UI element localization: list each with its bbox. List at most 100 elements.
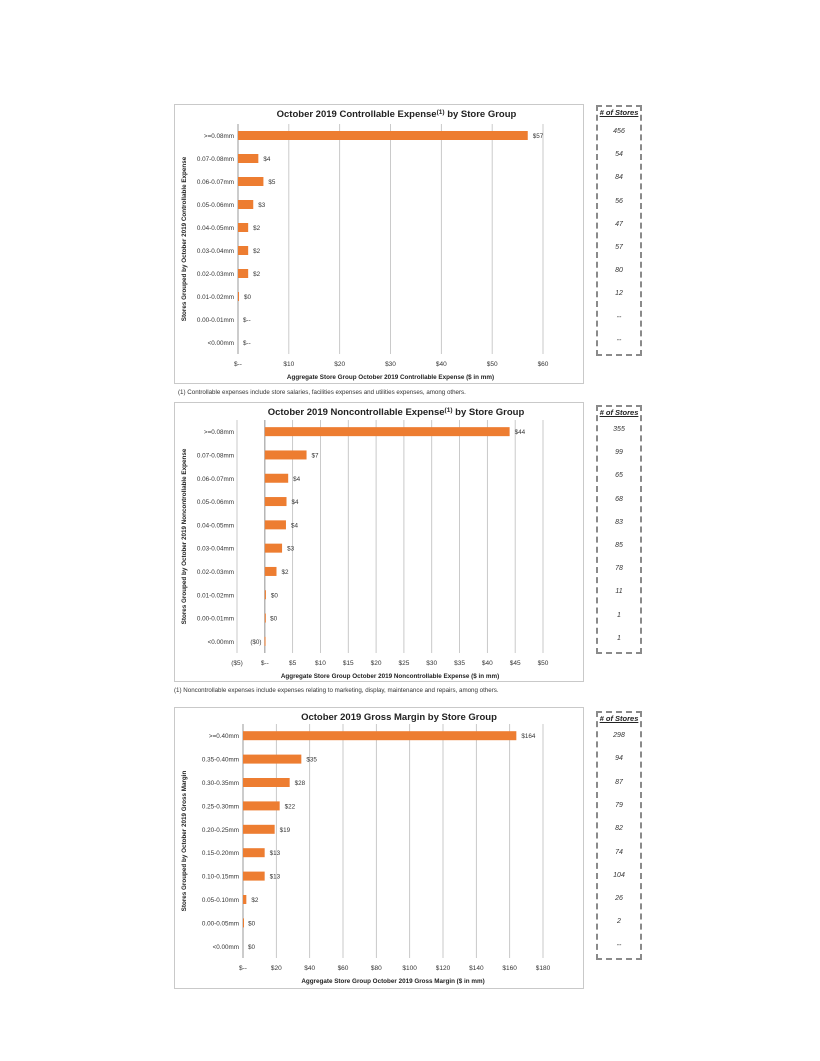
bar: [238, 246, 249, 255]
store-count: 99: [615, 449, 623, 457]
x-tick-label: $160: [502, 965, 517, 972]
category-label: 0.15-0.20mm: [202, 850, 239, 857]
store-count: 84: [615, 174, 623, 182]
category-label: 0.06-0.07mm: [197, 476, 234, 483]
x-tick-label: $--: [261, 660, 269, 667]
data-label: $13: [270, 874, 281, 881]
x-tick-label: $140: [469, 965, 484, 972]
x-tick-label: $50: [538, 660, 549, 667]
x-axis-title: Aggregate Store Group October 2019 Nonco…: [281, 673, 499, 680]
x-tick-label: $--: [239, 965, 247, 972]
bar: [264, 450, 307, 460]
category-label: 0.20-0.25mm: [202, 827, 239, 834]
bar: [243, 871, 265, 881]
category-label: 0.05-0.06mm: [197, 499, 234, 506]
data-label: $44: [515, 429, 526, 436]
bar: [243, 824, 275, 834]
x-axis-title: Aggregate Store Group October 2019 Contr…: [287, 374, 494, 381]
x-tick-label: $80: [371, 965, 382, 972]
category-label: 0.02-0.03mm: [197, 271, 234, 278]
store-count: 65: [615, 472, 623, 480]
store-count: 11: [615, 588, 623, 596]
x-tick-label: $20: [334, 361, 345, 368]
category-label: <0.00mm: [208, 639, 234, 646]
store-count: 456: [613, 128, 625, 135]
x-tick-label: $45: [510, 660, 521, 667]
category-label: 0.25-0.30mm: [202, 803, 239, 810]
bar: [238, 292, 240, 301]
store-count: --: [616, 336, 622, 344]
x-tick-label: $60: [338, 965, 349, 972]
controllable-expense-svg: October 2019 Controllable Expense(1) by …: [181, 109, 549, 381]
store-count: 94: [615, 755, 623, 763]
bar: [264, 636, 266, 646]
noncontrollable-stores-box: # of Stores 355 99 65 68 83 85 78 11 1 1: [596, 405, 642, 654]
store-count: 54: [615, 151, 623, 159]
data-label: $0: [248, 920, 256, 927]
bar: [238, 131, 528, 140]
data-label: $0: [248, 944, 256, 951]
controllable-footnote: (1) Controllable expenses include store …: [178, 389, 466, 396]
y-axis-title: Stores Grouped by October 2019 Noncontro…: [181, 448, 188, 624]
data-label: $19: [280, 827, 291, 834]
bar: [243, 731, 517, 741]
y-axis-title: Stores Grouped by October 2019 Controlla…: [181, 156, 188, 321]
category-label: 0.00-0.05mm: [202, 920, 239, 927]
store-count: 80: [615, 267, 623, 275]
x-tick-label: $180: [536, 965, 551, 972]
x-tick-label: $--: [234, 361, 242, 368]
category-label: 0.05-0.06mm: [197, 202, 234, 209]
category-label: >=0.40mm: [209, 733, 239, 740]
stores-header: # of Stores: [599, 108, 639, 117]
category-label: >=0.08mm: [204, 429, 234, 436]
x-tick-label: $30: [426, 660, 437, 667]
x-axis-title: Aggregate Store Group October 2019 Gross…: [301, 978, 484, 985]
stores-header: # of Stores: [599, 714, 639, 723]
bar: [243, 801, 280, 811]
data-label: $28: [295, 780, 306, 787]
category-label: 0.00-0.01mm: [197, 616, 234, 623]
data-label: $22: [285, 803, 296, 810]
bar: [264, 613, 266, 623]
data-label: $7: [312, 452, 320, 459]
bar: [238, 223, 249, 232]
x-tick-label: $20: [271, 965, 282, 972]
store-count: 298: [613, 732, 625, 739]
gross-margin-stores-box: # of Stores 298 94 87 79 82 74 104 26 2 --: [596, 711, 642, 960]
data-label: $0: [244, 294, 252, 301]
stores-header: # of Stores: [599, 408, 639, 417]
bar: [264, 497, 287, 507]
gross-margin-chart: October 2019 Gross Margin by Store Group…: [174, 707, 584, 989]
store-count: 57: [615, 244, 623, 251]
bar: [238, 177, 264, 186]
y-axis-title: Stores Grouped by October 2019 Gross Mar…: [181, 771, 188, 912]
x-tick-label: $50: [487, 361, 498, 368]
store-count: 1: [617, 634, 621, 642]
category-label: 0.06-0.07mm: [197, 179, 234, 186]
category-label: 0.04-0.05mm: [197, 225, 234, 232]
bar: [238, 154, 259, 163]
data-label: $2: [253, 248, 261, 255]
bar: [243, 754, 302, 764]
bar: [264, 473, 289, 483]
data-label: $--: [243, 340, 251, 347]
x-tick-label: $25: [398, 660, 409, 667]
category-label: 0.07-0.08mm: [197, 156, 234, 163]
data-label: $4: [291, 522, 299, 529]
x-tick-label: $10: [283, 361, 294, 368]
store-count: 87: [615, 778, 623, 786]
x-tick-label: $40: [304, 965, 315, 972]
category-label: 0.00-0.01mm: [197, 317, 234, 324]
store-count: 68: [615, 495, 623, 503]
category-label: >=0.08mm: [204, 133, 234, 140]
category-label: 0.02-0.03mm: [197, 569, 234, 576]
store-count: 82: [615, 825, 623, 833]
data-label: $13: [270, 850, 281, 857]
x-tick-label: $10: [315, 660, 326, 667]
data-label: ($0): [250, 639, 261, 646]
x-tick-label: $20: [371, 660, 382, 667]
data-label: $2: [251, 897, 259, 904]
x-tick-label: $40: [482, 660, 493, 667]
data-label: $2: [253, 271, 261, 278]
data-label: $0: [270, 616, 278, 623]
